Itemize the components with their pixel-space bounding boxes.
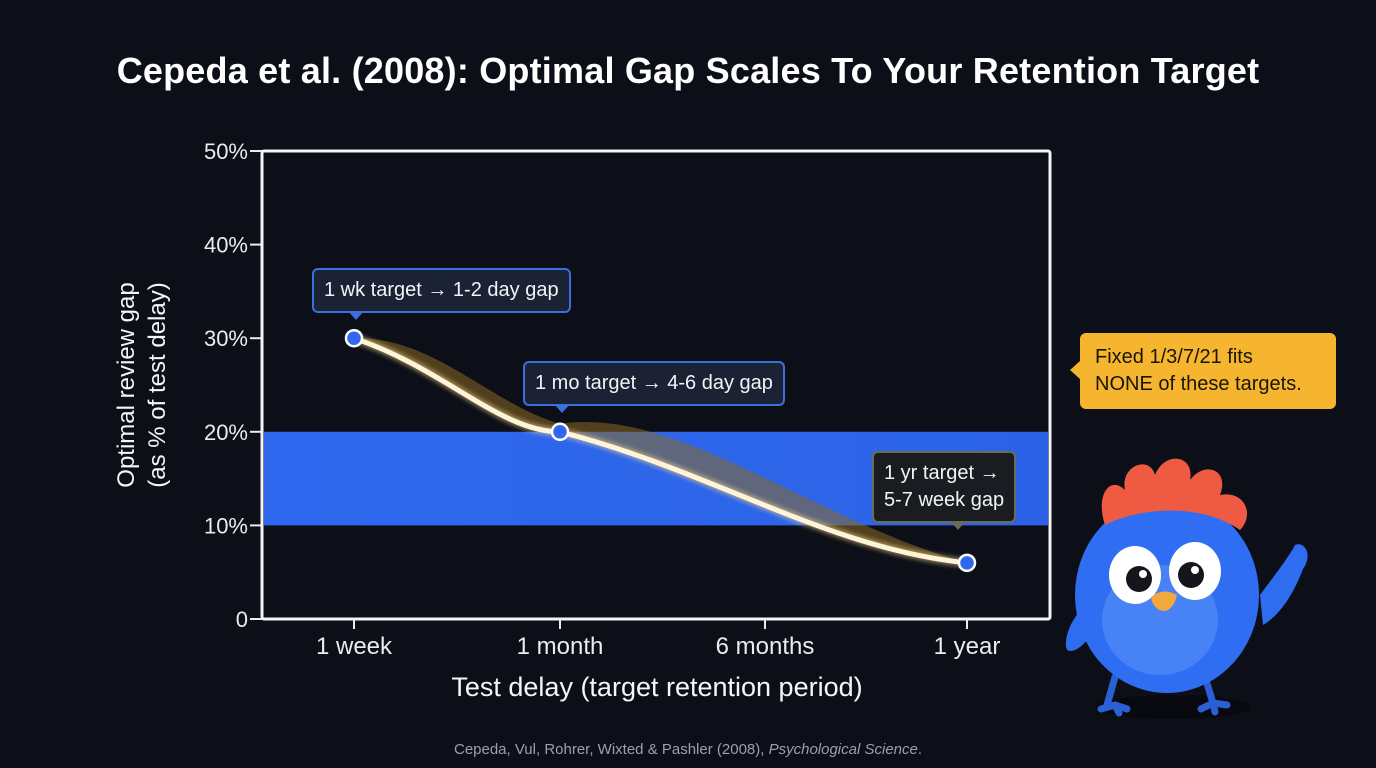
data-point (344, 328, 364, 348)
citation-journal: Psychological Science (768, 741, 918, 758)
callout-1-year-line-1: 1 yr target → (884, 462, 1000, 484)
y-axis-label-line-2: (as % of test delay) (144, 282, 171, 487)
x-tick-label: 1 year (934, 633, 1001, 660)
y-tick-label: 0 (236, 607, 248, 632)
y-tick-label: 10% (204, 513, 248, 538)
callout-1-year-line-2: 5-7 week gap (884, 489, 1005, 511)
y-axis-label: Optimal review gap (as % of test delay) (113, 282, 171, 487)
warning-note: Fixed 1/3/7/21 fits NONE of these target… (1070, 333, 1336, 409)
x-axis-label: Test delay (target retention period) (451, 672, 863, 702)
note-line-2: NONE of these targets. (1095, 373, 1302, 395)
citation-end: . (917, 741, 923, 758)
x-tick-label: 6 months (716, 633, 815, 660)
callout-1-week-text: 1 wk target → 1-2 day gap (324, 279, 559, 301)
note-tail (1070, 361, 1080, 379)
x-tick-label: 1 week (316, 633, 393, 660)
confidence-ribbon (354, 338, 967, 563)
callout-tail (554, 404, 570, 413)
callout-1-month-text: 1 mo target → 4-6 day gap (535, 372, 773, 394)
data-point (550, 422, 570, 442)
plot-frame (260, 149, 1052, 621)
x-tick-label: 1 month (517, 633, 604, 660)
bird-mascot-icon (1065, 458, 1308, 719)
x-axis-ticks: 1 week 1 month 6 months 1 year (316, 619, 1000, 660)
callout-1-month: 1 mo target → 4-6 day gap (523, 361, 785, 413)
series-line (351, 335, 970, 566)
y-axis-label-line-1: Optimal review gap (113, 282, 140, 487)
y-tick-label: 20% (204, 420, 248, 445)
data-point (957, 553, 977, 573)
note-line-1: Fixed 1/3/7/21 fits (1095, 346, 1253, 368)
callout-tail (348, 311, 364, 320)
y-tick-label: 30% (204, 326, 248, 351)
curve-layer (344, 328, 977, 573)
callout-1-week: 1 wk target → 1-2 day gap (312, 268, 571, 320)
citation-authors: Cepeda, Vul, Rohrer, Wixted & Pashler (2… (453, 741, 769, 758)
chart-title: Cepeda et al. (2008): Optimal Gap Scales… (116, 50, 1260, 91)
callout-tail (950, 521, 966, 530)
y-axis-ticks: 0 10% 20% 30% 40% 50% (204, 139, 262, 632)
y-tick-label: 40% (204, 233, 248, 258)
citation: Cepeda, Vul, Rohrer, Wixted & Pashler (2… (0, 741, 1376, 758)
y-tick-label: 50% (204, 139, 248, 164)
callout-1-year: 1 yr target → 5-7 week gap (872, 451, 1017, 530)
